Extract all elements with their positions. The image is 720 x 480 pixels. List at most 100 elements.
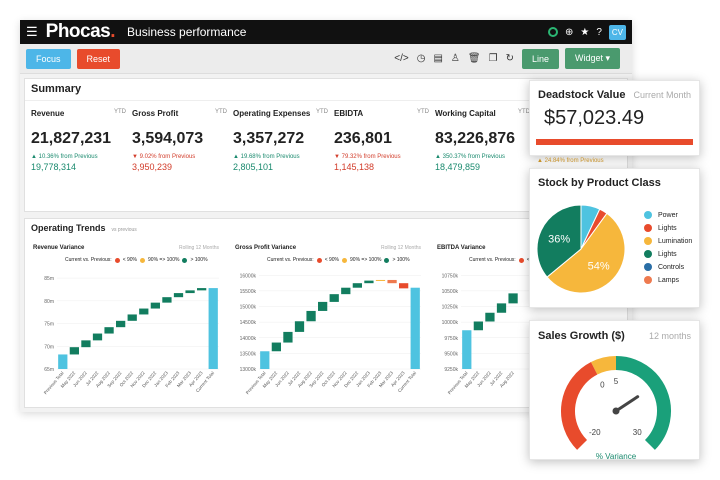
print-icon[interactable]: ▤ xyxy=(433,53,443,64)
widget-button[interactable]: Widget ▾ xyxy=(564,48,620,69)
menu-icon[interactable]: ☰ xyxy=(26,24,38,39)
waterfall-bar[interactable] xyxy=(116,320,126,328)
waterfall-bar[interactable] xyxy=(341,287,351,295)
status-icon[interactable] xyxy=(547,27,558,37)
waterfall-bar[interactable] xyxy=(104,327,114,334)
avatar[interactable]: CV xyxy=(608,24,626,40)
waterfall-bar[interactable] xyxy=(462,330,472,369)
top-bar: ☰ Phocas. Business performance ⊕ ★ ? CV xyxy=(20,20,632,44)
add-icon[interactable]: ⊕ xyxy=(564,26,574,38)
waterfall-bar[interactable] xyxy=(208,288,218,369)
gauge-hub xyxy=(612,407,620,415)
y-tick-label: 10750k xyxy=(442,273,459,279)
pie-legend-item[interactable]: Controls xyxy=(644,263,692,271)
waterfall-bar[interactable] xyxy=(352,283,362,288)
waterfall-chart-0: Revenue Variance Rolling 12 Months Current… xyxy=(29,243,227,405)
page-title: Business performance xyxy=(127,25,247,39)
y-tick-label: 14000k xyxy=(240,336,257,342)
waterfall-bar[interactable] xyxy=(139,308,149,315)
kpi-3[interactable]: EBIDTA YTD 236,801 ▼ 79.32% from Previous 1,… xyxy=(334,109,435,172)
kpi-change: ▼ 79.32% from Previous xyxy=(334,154,401,160)
waterfall-bar[interactable] xyxy=(399,283,409,289)
pie-legend-item[interactable]: Lights xyxy=(644,224,692,232)
waterfall-bar[interactable] xyxy=(508,293,518,304)
y-tick-label: 65m xyxy=(44,367,54,373)
pie-legend-item[interactable]: Lights xyxy=(644,250,692,258)
line-button[interactable]: Line xyxy=(521,48,559,69)
waterfall-bar[interactable] xyxy=(318,301,328,311)
waterfall-bar[interactable] xyxy=(271,342,281,352)
pie-title: Stock by Product Class xyxy=(538,177,661,189)
waterfall-bar[interactable] xyxy=(69,347,79,355)
kpi-previous: 18,479,859 xyxy=(435,162,481,172)
waterfall-bar[interactable] xyxy=(162,297,172,303)
trends-title: Operating Trends vs previous xyxy=(31,223,137,233)
help-icon[interactable]: ? xyxy=(596,26,602,38)
waterfall-bar[interactable] xyxy=(329,294,339,302)
y-tick-label: 80m xyxy=(44,299,54,305)
kpi-1[interactable]: Gross Profit YTD 3,594,073 ▼ 9.02% from Pre… xyxy=(132,109,233,172)
reset-button[interactable]: Reset xyxy=(76,48,121,69)
kpi-label: EBIDTA xyxy=(334,109,364,118)
copy-icon[interactable]: ❐ xyxy=(488,53,498,64)
waterfall-bar[interactable] xyxy=(375,279,386,281)
waterfall-bar[interactable] xyxy=(485,312,495,322)
waterfall-bar[interactable] xyxy=(473,321,483,331)
legend-swatch xyxy=(644,250,652,258)
deadstock-change: ▲ 24.84% from Previous xyxy=(537,158,604,164)
kpi-2[interactable]: Operating Expenses YTD 3,357,272 ▲ 19.68% f… xyxy=(233,109,334,172)
pie-slice[interactable] xyxy=(546,212,626,294)
user-icon[interactable]: ♙ xyxy=(450,53,460,64)
waterfall-bar[interactable] xyxy=(496,303,507,313)
waterfall-bar[interactable] xyxy=(173,293,184,298)
kpi-value: 21,827,231 xyxy=(31,130,112,147)
waterfall-bar[interactable] xyxy=(306,310,316,322)
kpi-4[interactable]: Working Capital YTD 83,226,876 ▲ 350.37% fr… xyxy=(435,109,536,172)
trash-icon[interactable]: 🗑 xyxy=(467,53,481,64)
waterfall-bar[interactable] xyxy=(364,280,374,284)
pie-chart: 54% 36% xyxy=(536,204,626,294)
pie-slice[interactable] xyxy=(536,204,582,278)
pie-legend-item[interactable]: Power xyxy=(644,211,692,219)
pie-legend-item[interactable]: Lamps xyxy=(644,276,692,284)
kpi-previous: 1,145,138 xyxy=(334,162,375,172)
waterfall-bar[interactable] xyxy=(197,288,207,291)
chart-legend: Current vs. Previous: < 90% 90% => 100% > 1… xyxy=(65,257,208,263)
clock-icon[interactable]: ◷ xyxy=(416,53,426,64)
refresh-icon[interactable]: ↻ xyxy=(505,53,514,64)
stock-by-class-card: Stock by Product Class 54% 36% Power Light… xyxy=(529,168,700,308)
kpi-label: Operating Expenses xyxy=(233,109,311,118)
deadstock-value: $57,023.49 xyxy=(544,107,645,129)
legend-item: < 90% xyxy=(122,257,138,263)
deadstock-bar xyxy=(536,139,693,145)
gauge-tick-label: 30 xyxy=(633,428,642,437)
gauge-title: Sales Growth ($) xyxy=(538,330,625,342)
waterfall-bar[interactable] xyxy=(81,340,91,348)
kpi-value: 236,801 xyxy=(334,130,392,147)
focus-button[interactable]: Focus xyxy=(26,48,71,69)
legend-label: Lights xyxy=(658,224,677,232)
legend-label: Controls xyxy=(658,263,685,271)
kpi-label: Working Capital xyxy=(435,109,496,118)
waterfall-bar[interactable] xyxy=(260,351,270,369)
waterfall-bar[interactable] xyxy=(185,290,195,294)
chart-title: Gross Profit Variance xyxy=(235,245,297,251)
pie-legend-item[interactable]: Lumination xyxy=(644,237,692,245)
waterfall-bar[interactable] xyxy=(150,302,160,309)
kpi-value: 3,357,272 xyxy=(233,130,305,147)
legend-swatch xyxy=(384,257,390,263)
star-icon[interactable]: ★ xyxy=(580,26,590,38)
waterfall-bar[interactable] xyxy=(294,321,305,332)
kpi-0[interactable]: Revenue YTD 21,827,231 ▲ 10.36% from Previo… xyxy=(31,109,132,172)
kpi-ytd: YTD xyxy=(417,109,429,115)
waterfall-bar[interactable] xyxy=(410,287,420,369)
legend-swatch xyxy=(518,257,524,263)
waterfall-bar[interactable] xyxy=(283,331,293,343)
chart-title: EBITDA Variance xyxy=(437,245,486,251)
waterfall-bar[interactable] xyxy=(387,279,397,284)
waterfall-bar[interactable] xyxy=(127,314,137,321)
waterfall-bar[interactable] xyxy=(58,354,68,369)
code-icon[interactable]: </> xyxy=(394,53,409,64)
waterfall-bar[interactable] xyxy=(92,333,103,341)
